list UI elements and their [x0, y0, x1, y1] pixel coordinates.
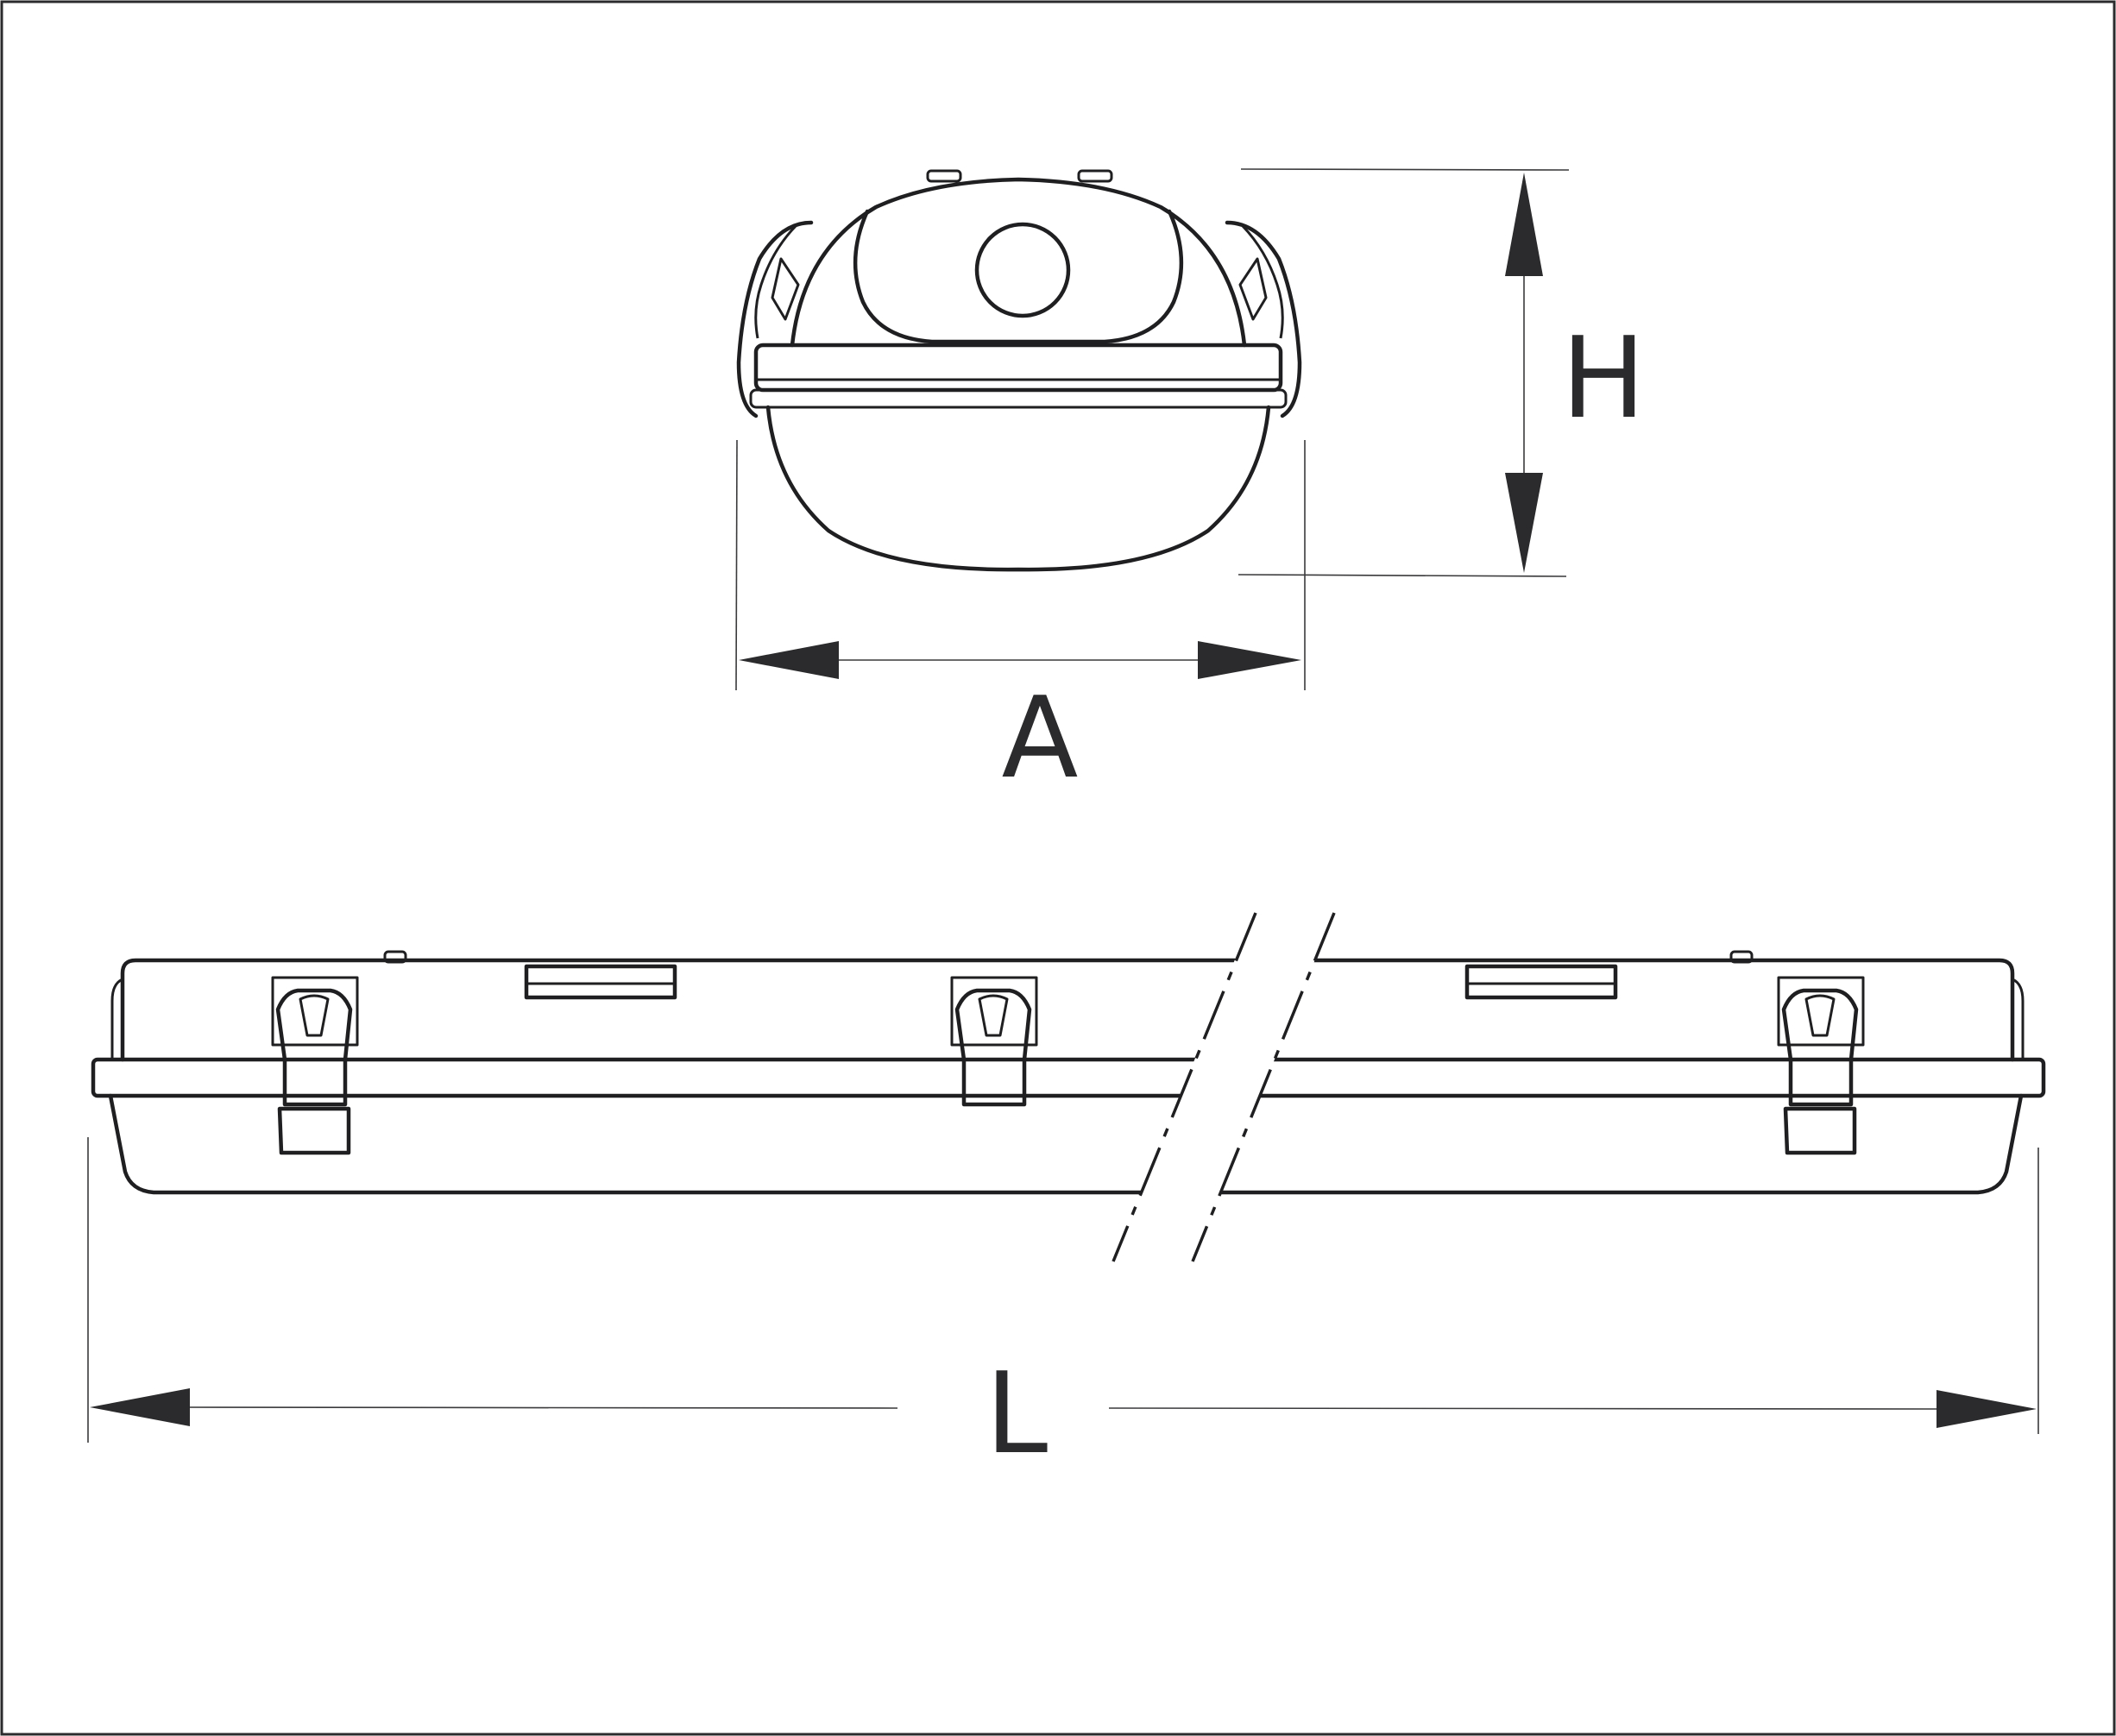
dimension-h-label: H: [1561, 312, 1646, 443]
end-view-left-clip: [736, 220, 814, 418]
end-view-right-clip: [1225, 220, 1302, 418]
dimension-l: L: [87, 1137, 2039, 1479]
dimension-a: A: [735, 439, 1306, 803]
dimension-l-arrow-left: [90, 1388, 190, 1426]
side-view-latch-right: [1777, 976, 1865, 1155]
side-view-latch-middle: [950, 976, 1038, 1107]
dimension-l-arrow-right: [1937, 1390, 2037, 1428]
end-view-dome: [790, 177, 1247, 348]
dimension-a-arrow-left: [739, 641, 839, 679]
side-view-latch-left: [271, 976, 359, 1155]
end-view: [736, 169, 1302, 572]
dimension-h-arrow-up: [1505, 173, 1543, 276]
dimension-a-arrow-right: [1198, 641, 1301, 679]
side-view-diffuser: [108, 1093, 2024, 1195]
side-view-break-lines: [1112, 912, 1336, 1262]
end-view-diffuser: [765, 405, 1271, 572]
side-view-housing: [120, 958, 2015, 1062]
dimension-h-arrow-down: [1505, 473, 1543, 573]
cable-entry-icon: [974, 222, 1071, 318]
side-view-label-plate-right: [1464, 964, 1618, 1000]
end-view-base-rail: [753, 343, 1283, 393]
side-view: [91, 950, 2046, 1195]
end-view-cover: [853, 209, 1184, 344]
dimension-a-label: A: [1002, 672, 1079, 803]
side-view-base-band: [91, 1057, 2046, 1098]
dimension-l-label: L: [986, 1348, 1048, 1479]
side-view-label-plate-left: [524, 964, 677, 1000]
dimension-h: H: [1237, 168, 1646, 577]
